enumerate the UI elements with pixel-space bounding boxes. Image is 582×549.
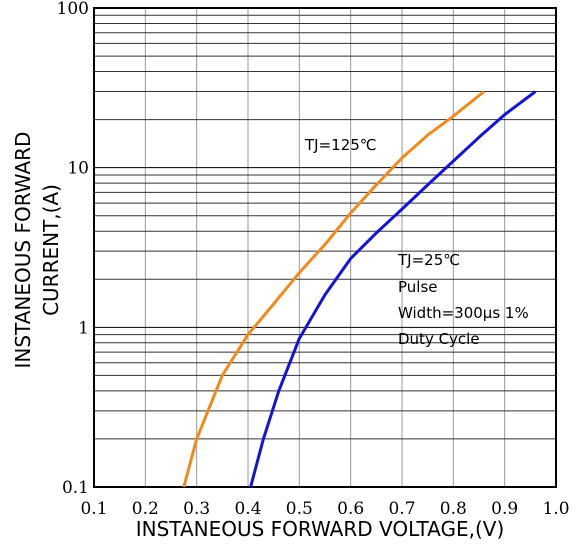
grid	[93, 8, 557, 488]
x-tick-label: 0.7	[388, 499, 415, 519]
x-tick-label: 0.4	[234, 499, 261, 519]
plot-frame	[93, 7, 557, 488]
y-tick-label: 0.1	[62, 478, 89, 498]
series-layer	[182, 90, 537, 488]
x-tick-label: 0.1	[80, 499, 107, 519]
series-line-tj125	[182, 90, 486, 488]
annotation-tj25: TJ=25℃	[397, 251, 460, 269]
annotation-width: Width=300μs 1%	[398, 304, 529, 322]
y-axis-title-line1: INSTANEOUS FORWARD	[11, 132, 35, 369]
annotation-tj125: TJ=125℃	[304, 136, 377, 154]
annotation-pulse: Pulse	[398, 278, 438, 296]
y-tick-label: 1	[78, 318, 89, 338]
x-tick-label: 0.6	[337, 499, 364, 519]
x-tick-label: 0.3	[183, 499, 210, 519]
plot-border	[93, 7, 557, 488]
tick-labels: 0.1 0.2 0.3 0.4 0.5 0.6 0.7 0.8 0.9 1.0 0.1 1 10 100	[57, 0, 570, 519]
x-tick-label: 0.8	[440, 499, 467, 519]
x-tick-label: 0.2	[132, 499, 159, 519]
y-tick-label: 100	[57, 0, 89, 19]
x-tick-label: 1.0	[542, 499, 569, 519]
x-tick-label: 0.9	[491, 499, 518, 519]
series-line-tj25	[249, 90, 537, 488]
y-axis-title-line2: CURRENT,(A)	[39, 184, 63, 316]
x-tick-label: 0.5	[286, 499, 313, 519]
y-tick-label: 10	[67, 159, 89, 179]
x-axis-title: INSTANEOUS FORWARD VOLTAGE,(V)	[136, 517, 505, 541]
annotation-duty-cycle: Duty Cycle	[398, 330, 480, 348]
